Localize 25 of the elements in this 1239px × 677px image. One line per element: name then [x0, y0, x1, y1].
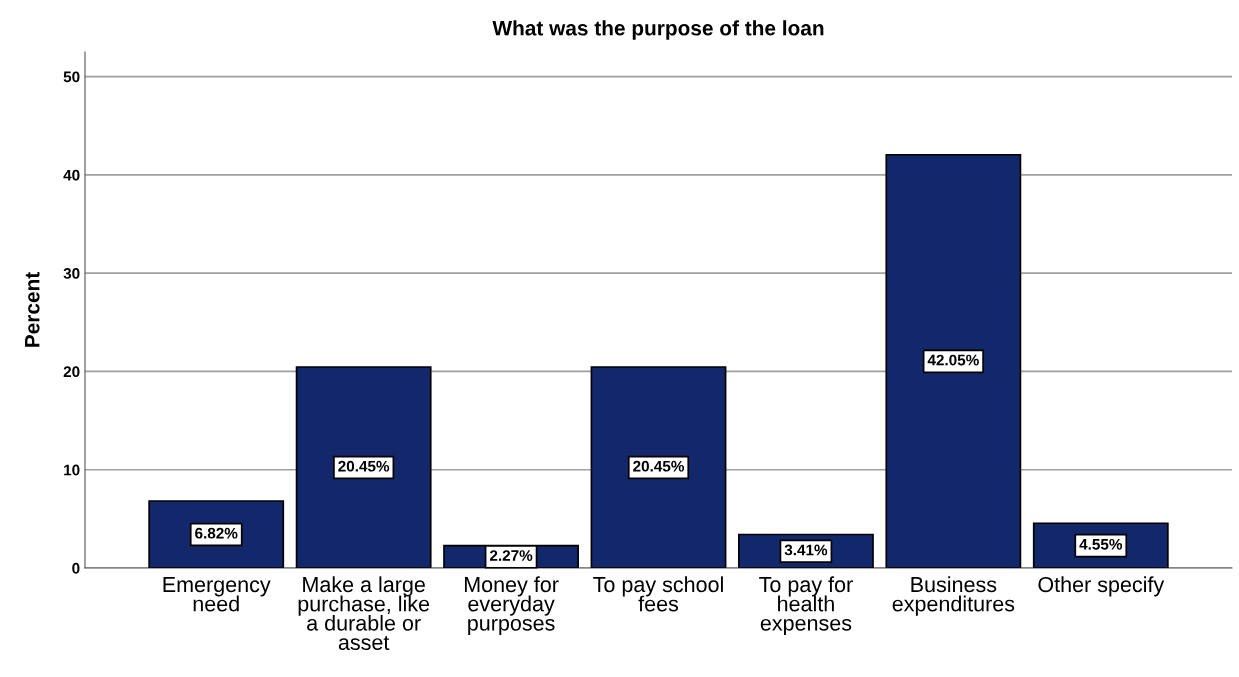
y-tick-label: 10	[64, 464, 80, 476]
x-tick-label: Make a large purchase, like a durable or asset	[298, 576, 430, 651]
x-tick-label: Money for everyday purposes	[464, 576, 559, 635]
data-label: 42.05%	[927, 354, 979, 366]
data-label: 2.27%	[489, 550, 533, 561]
y-tick-label: 0	[72, 562, 80, 574]
bar	[590, 366, 727, 568]
data-label: 4.55%	[1079, 538, 1123, 550]
x-tick-label: Emergency need	[163, 577, 271, 612]
x-tick-label: Other specify	[1038, 576, 1165, 597]
x-tick-label: To pay school fees	[593, 576, 723, 612]
data-label: 20.45%	[633, 460, 685, 472]
y-axis-title: Percent	[25, 272, 40, 347]
y-tick-label: 30	[63, 268, 80, 279]
data-label: 20.45%	[338, 460, 390, 472]
x-tick-label: To pay for health expenses	[759, 576, 853, 635]
bar	[295, 366, 432, 568]
y-tick-label: 50	[63, 71, 80, 83]
data-label: 6.82%	[195, 527, 238, 539]
data-label: 3.41%	[784, 544, 828, 556]
y-tick-label: 20	[63, 366, 80, 378]
x-tick-label: Business expenditures	[892, 576, 1015, 616]
bar	[885, 153, 1022, 568]
chart-title: What was the purpose of the loan	[492, 20, 824, 40]
y-tick-label: 40	[63, 169, 80, 181]
